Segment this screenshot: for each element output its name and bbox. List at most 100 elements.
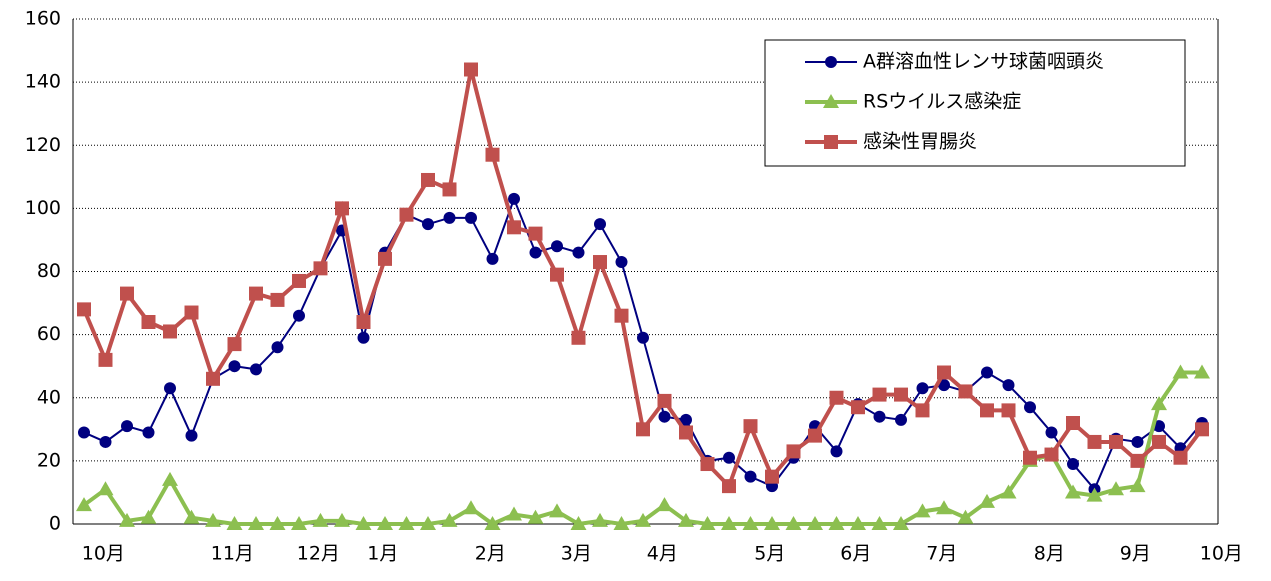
data-point [1024, 401, 1036, 414]
data-point [1045, 426, 1058, 439]
data-point [721, 516, 737, 530]
data-point [183, 509, 200, 524]
data-point [163, 324, 177, 339]
data-point [1129, 478, 1146, 493]
x-tick-label: 5月 [754, 543, 785, 565]
x-tick-label: 12月 [297, 543, 340, 565]
legend-label: A群溶血性レンサ球菌咽頭炎 [863, 51, 1104, 73]
data-point [291, 516, 307, 530]
data-point [594, 218, 606, 231]
data-point [658, 410, 671, 423]
data-point [1194, 364, 1210, 379]
data-point [250, 363, 262, 376]
data-point [593, 255, 607, 270]
data-point [614, 308, 629, 323]
data-point [271, 341, 284, 354]
data-point [938, 379, 950, 392]
data-point [398, 516, 415, 530]
data-point [936, 500, 952, 515]
legend-marker [825, 56, 837, 68]
data-point [1066, 416, 1080, 430]
data-point [1152, 434, 1166, 449]
legend-label: RSウイルス感染症 [863, 91, 1021, 113]
data-point [164, 382, 176, 395]
data-point [357, 331, 370, 344]
data-point [270, 292, 285, 307]
data-point [637, 331, 649, 344]
data-point [334, 512, 350, 527]
data-point [636, 422, 650, 437]
x-tick-label: 6月 [840, 543, 871, 565]
data-point [78, 426, 90, 439]
data-point [465, 211, 477, 224]
data-point [1109, 434, 1123, 449]
data-point [895, 413, 907, 426]
data-point [679, 425, 693, 440]
data-point [1023, 450, 1037, 465]
data-point [937, 365, 951, 380]
x-tick-label: 9月 [1120, 543, 1151, 565]
data-point [808, 428, 822, 443]
data-point [1001, 403, 1016, 418]
data-point [914, 503, 931, 518]
data-point [894, 387, 908, 402]
data-point [378, 251, 392, 266]
data-point [508, 192, 520, 205]
data-point [958, 384, 973, 399]
data-point [507, 220, 521, 235]
data-point [765, 469, 779, 484]
data-point [269, 516, 286, 530]
data-point [355, 516, 372, 530]
data-point [484, 516, 501, 530]
data-point [377, 516, 393, 530]
data-point [613, 516, 630, 530]
data-point [120, 286, 134, 301]
data-point [1195, 422, 1209, 437]
data-point [957, 509, 974, 524]
data-point [99, 435, 112, 448]
data-point [1067, 458, 1079, 471]
series-line [83, 196, 1203, 492]
data-point [830, 445, 843, 458]
data-point [442, 182, 457, 197]
data-point [1000, 484, 1017, 499]
data-point [700, 457, 715, 472]
data-point [744, 470, 757, 483]
data-point [742, 516, 759, 530]
data-point [119, 512, 135, 527]
data-point [850, 516, 866, 530]
data-point [312, 512, 329, 527]
data-point [441, 512, 458, 527]
data-point [97, 481, 114, 496]
data-point [743, 419, 758, 434]
data-point [226, 516, 243, 530]
series-line [82, 370, 1202, 527]
data-point [764, 516, 780, 530]
data-point [786, 444, 801, 459]
data-point [980, 403, 994, 418]
data-point [249, 286, 263, 301]
data-point [893, 516, 909, 530]
data-point [248, 516, 264, 530]
data-point [421, 172, 435, 187]
data-point [807, 516, 823, 530]
x-tick-label: 7月 [926, 543, 957, 565]
data-point [121, 420, 133, 433]
data-point [656, 497, 673, 512]
x-tick-label: 2月 [475, 543, 506, 565]
data-point [98, 352, 113, 367]
x-tick-label: 1月 [367, 543, 398, 565]
data-point [399, 207, 414, 222]
data-point [829, 390, 844, 405]
legend-marker [823, 94, 839, 108]
legend-marker [824, 135, 838, 149]
data-point [420, 516, 436, 530]
y-tick-label: 60 [37, 323, 61, 345]
data-point [185, 429, 198, 442]
data-point [1044, 447, 1059, 462]
data-point [851, 400, 865, 415]
x-tick-label: 3月 [561, 543, 592, 565]
data-point [293, 309, 305, 322]
data-point [872, 387, 887, 402]
